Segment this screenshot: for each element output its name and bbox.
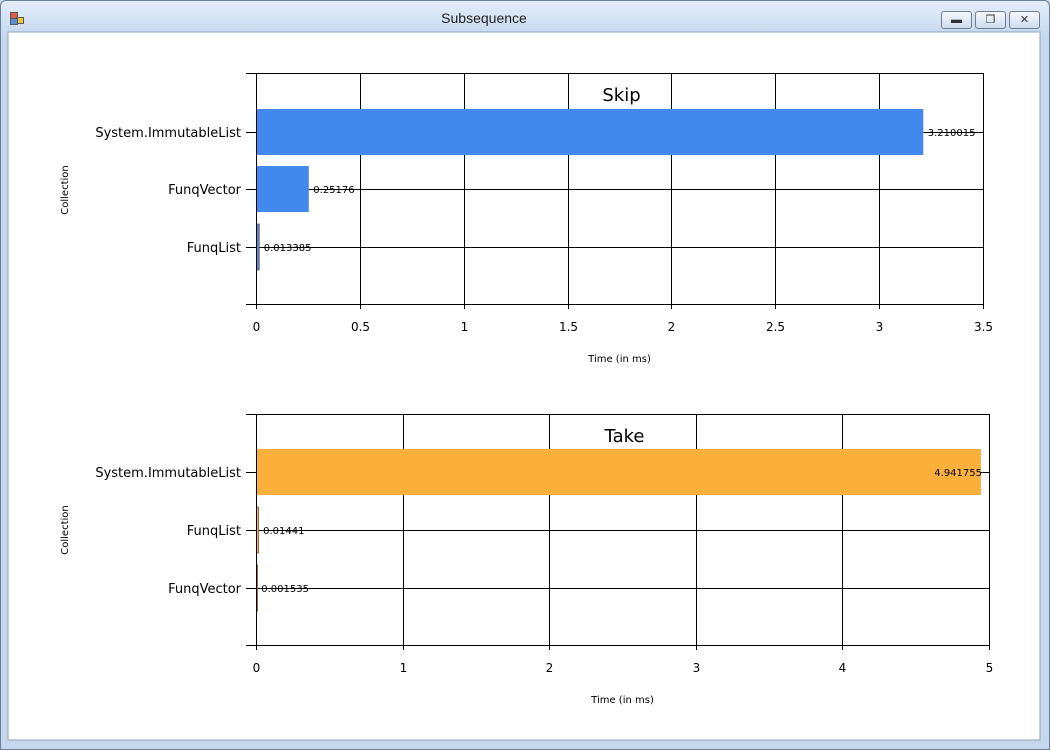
bar-value-label: 3.210015 bbox=[928, 128, 976, 139]
x-tick-label: 4 bbox=[839, 661, 847, 675]
chart-title: Take bbox=[604, 426, 645, 447]
close-icon: ✕ bbox=[1019, 13, 1030, 26]
x-tick-label: 3.5 bbox=[974, 320, 993, 334]
y-tick-label: FunqVector bbox=[168, 183, 242, 198]
bar-value-label: 0.013385 bbox=[264, 243, 312, 254]
y-tick-label: FunqList bbox=[187, 524, 241, 539]
x-tick-label: 1 bbox=[461, 320, 469, 334]
x-tick-label: 3 bbox=[693, 661, 701, 675]
x-tick-label: 0 bbox=[253, 320, 261, 334]
x-tick-label: 2.5 bbox=[766, 320, 785, 334]
y-tick-label: FunqVector bbox=[168, 582, 242, 597]
restore-icon: ❐ bbox=[985, 13, 996, 26]
x-tick-label: 1 bbox=[400, 661, 408, 675]
x-tick-label: 0.5 bbox=[351, 320, 370, 334]
x-axis-title: Time (in ms) bbox=[590, 695, 654, 706]
bar-value-label: 4.941755 bbox=[934, 468, 982, 479]
bar bbox=[256, 449, 981, 495]
x-axis-title: Time (in ms) bbox=[587, 354, 651, 365]
minimize-icon: ▬ bbox=[951, 13, 962, 26]
y-tick-label: System.ImmutableList bbox=[95, 466, 241, 481]
bar-value-label: 0.25176 bbox=[313, 185, 354, 196]
bar-value-label: 0.01441 bbox=[263, 526, 304, 537]
y-tick-label: System.ImmutableList bbox=[95, 126, 241, 141]
bar bbox=[256, 166, 309, 212]
app-icon[interactable] bbox=[10, 12, 24, 25]
x-tick-label: 5 bbox=[986, 661, 994, 675]
y-axis-title: Collection bbox=[60, 505, 71, 554]
close-button[interactable]: ✕ bbox=[1009, 11, 1040, 29]
y-tick-label: FunqList bbox=[187, 241, 241, 256]
bar bbox=[256, 109, 924, 155]
chart-title: Skip bbox=[602, 85, 640, 106]
title-bar[interactable]: Subsequence ▬ ❐ ✕ bbox=[1, 1, 1049, 34]
x-tick-label: 2 bbox=[668, 320, 676, 334]
window-title: Subsequence bbox=[441, 10, 527, 26]
x-tick-label: 0 bbox=[253, 661, 261, 675]
x-tick-label: 2 bbox=[546, 661, 554, 675]
chart-title-backdrop bbox=[587, 82, 656, 106]
x-tick-label: 1.5 bbox=[559, 320, 578, 334]
bar-value-label: 0.001535 bbox=[261, 584, 309, 595]
y-axis-title: Collection bbox=[60, 165, 71, 214]
maximize-button[interactable]: ❐ bbox=[975, 11, 1006, 29]
x-tick-label: 3 bbox=[876, 320, 884, 334]
minimize-button[interactable]: ▬ bbox=[941, 11, 972, 29]
chart-title-backdrop bbox=[590, 423, 659, 447]
